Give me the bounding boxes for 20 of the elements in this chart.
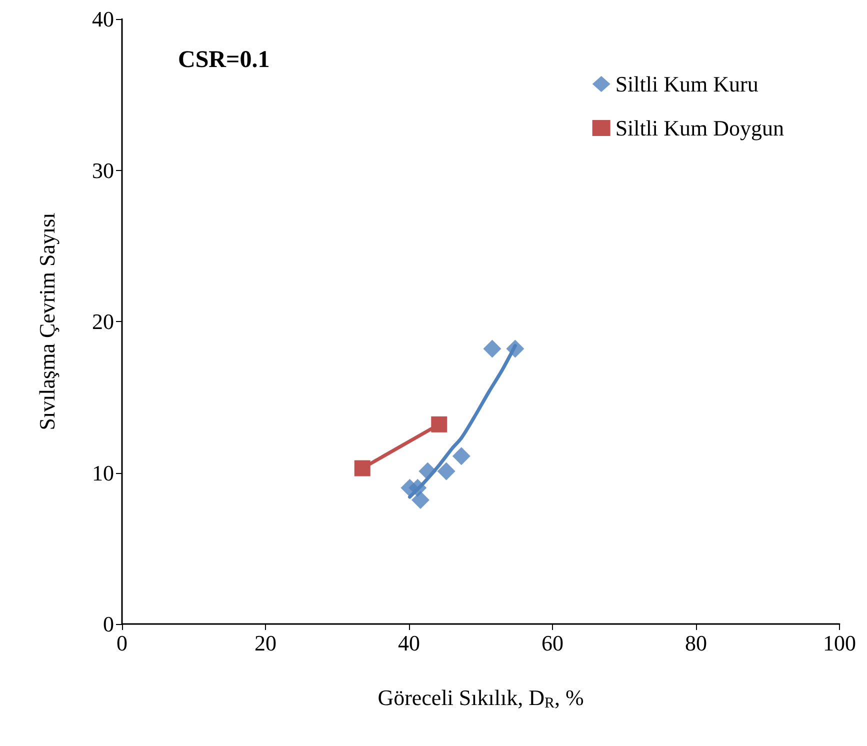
y-tick-label: 40 <box>92 6 114 32</box>
annotation: CSR=0.1 <box>178 47 270 73</box>
y-tick-label: 20 <box>92 309 114 334</box>
x-tick-label: 100 <box>823 630 856 656</box>
x-tick-label: 20 <box>254 630 276 656</box>
x-tick-label: 80 <box>685 630 707 656</box>
y-tick-label: 10 <box>92 460 114 486</box>
legend-label: Siltli Kum Doygun <box>615 116 784 140</box>
point <box>483 340 502 358</box>
point <box>437 462 456 480</box>
y-tick-label: 30 <box>92 158 114 183</box>
point <box>354 460 370 476</box>
x-tick-label: 60 <box>542 630 564 656</box>
legend-label: Siltli Kum Kuru <box>615 72 758 96</box>
point <box>431 416 448 432</box>
point <box>452 447 470 466</box>
point <box>411 490 430 509</box>
y-tick-label: 0 <box>103 612 114 636</box>
y-axis-title: Sıvılaşma Çevrim Sayısı <box>34 212 60 430</box>
x-tick-label: 40 <box>398 630 420 656</box>
